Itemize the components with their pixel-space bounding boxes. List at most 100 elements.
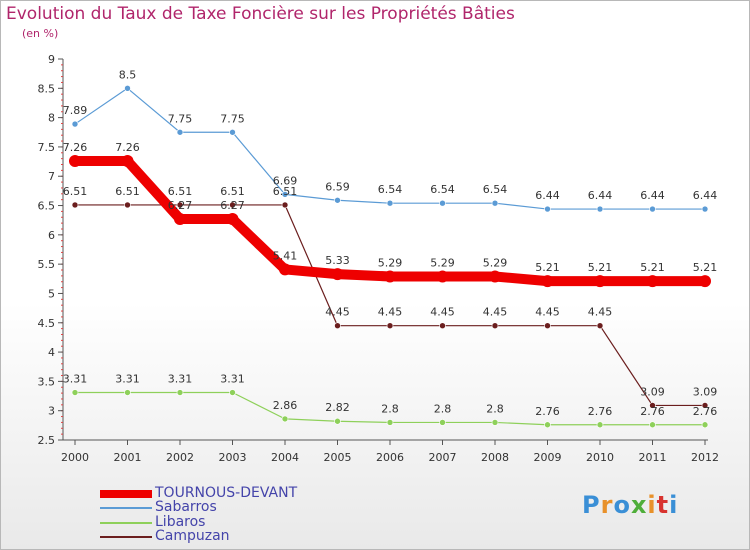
data-point bbox=[596, 421, 604, 429]
data-label: 8.5 bbox=[119, 68, 137, 81]
data-point bbox=[596, 205, 604, 213]
data-label: 7.26 bbox=[63, 141, 88, 154]
data-point bbox=[334, 196, 341, 204]
data-point bbox=[701, 421, 709, 429]
y-tick-label: 8 bbox=[48, 112, 55, 125]
legend-label-tournous-devant: TOURNOUS-DEVANT bbox=[155, 485, 298, 501]
data-point bbox=[229, 201, 236, 209]
legend-swatch-libaros bbox=[100, 522, 152, 524]
proxiti-logo: Proxiti bbox=[582, 491, 678, 519]
data-point bbox=[541, 275, 554, 288]
data-label: 4.45 bbox=[430, 306, 455, 319]
data-point bbox=[386, 419, 394, 426]
x-tick-label: 2001 bbox=[114, 451, 142, 464]
y-tick-label: 6 bbox=[48, 229, 55, 242]
data-label: 7.75 bbox=[220, 112, 245, 125]
data-label: 6.59 bbox=[325, 180, 350, 193]
data-label: 5.21 bbox=[693, 261, 718, 274]
data-point bbox=[124, 389, 131, 396]
x-tick-label: 2010 bbox=[586, 451, 614, 464]
y-tick-label: 4.5 bbox=[38, 317, 56, 330]
data-label: 4.45 bbox=[588, 306, 613, 319]
y-tick-label: 6.5 bbox=[38, 200, 56, 213]
data-point bbox=[544, 322, 551, 330]
data-label: 6.44 bbox=[693, 189, 718, 202]
data-label: 5.29 bbox=[483, 256, 508, 269]
data-point bbox=[124, 201, 131, 209]
data-label: 5.21 bbox=[535, 261, 560, 274]
logo-letter: x bbox=[630, 491, 648, 519]
data-label: 2.8 bbox=[486, 402, 504, 415]
data-label: 3.31 bbox=[63, 373, 88, 386]
data-point bbox=[439, 322, 446, 330]
data-label: 6.44 bbox=[588, 189, 613, 202]
data-point bbox=[229, 389, 236, 396]
data-point bbox=[121, 154, 134, 167]
y-tick-label: 5.5 bbox=[38, 258, 56, 271]
x-tick-label: 2009 bbox=[534, 451, 562, 464]
x-tick-label: 2004 bbox=[271, 451, 299, 464]
data-label: 6.51 bbox=[115, 185, 140, 198]
data-label: 6.51 bbox=[63, 185, 88, 198]
legend-swatch-tournous-devant bbox=[100, 490, 152, 498]
data-label: 3.31 bbox=[220, 373, 245, 386]
data-point bbox=[386, 322, 394, 330]
data-label: 4.45 bbox=[325, 306, 350, 319]
data-label: 2.76 bbox=[535, 405, 560, 418]
data-point bbox=[491, 199, 499, 207]
data-label: 7.89 bbox=[63, 104, 88, 117]
y-tick-label: 5 bbox=[48, 287, 55, 300]
x-tick-label: 2000 bbox=[61, 451, 89, 464]
data-label: 2.76 bbox=[588, 405, 613, 418]
data-point bbox=[229, 128, 236, 136]
data-point bbox=[491, 419, 499, 426]
data-point bbox=[489, 270, 501, 283]
y-tick-label: 9 bbox=[48, 53, 55, 66]
data-point bbox=[439, 199, 446, 207]
data-point bbox=[436, 270, 449, 283]
data-point bbox=[646, 275, 659, 288]
data-label: 7.26 bbox=[115, 141, 140, 154]
data-point bbox=[334, 322, 341, 330]
data-label: 5.29 bbox=[378, 256, 403, 269]
data-label: 6.44 bbox=[535, 189, 560, 202]
data-label: 5.29 bbox=[430, 256, 455, 269]
data-point bbox=[544, 205, 551, 213]
data-label: 4.45 bbox=[535, 306, 560, 319]
y-tick-label: 8.5 bbox=[38, 82, 56, 95]
data-point bbox=[386, 199, 394, 207]
x-tick-label: 2002 bbox=[166, 451, 194, 464]
data-point bbox=[69, 154, 81, 167]
data-point bbox=[649, 402, 656, 409]
data-label: 2.76 bbox=[693, 405, 718, 418]
data-point bbox=[699, 275, 711, 288]
data-label: 6.27 bbox=[220, 199, 245, 212]
data-point bbox=[279, 263, 291, 276]
legend-label-libaros: Libaros bbox=[155, 514, 206, 530]
y-tick-label: 4 bbox=[48, 346, 55, 359]
data-label: 6.51 bbox=[168, 185, 193, 198]
data-label: 4.45 bbox=[483, 306, 508, 319]
x-tick-label: 2012 bbox=[691, 451, 719, 464]
data-label: 3.09 bbox=[640, 385, 665, 398]
data-label: 6.27 bbox=[168, 199, 193, 212]
data-label: 6.54 bbox=[378, 183, 403, 196]
data-label: 2.76 bbox=[640, 405, 665, 418]
data-point bbox=[176, 389, 184, 396]
x-tick-label: 2007 bbox=[429, 451, 457, 464]
x-tick-label: 2006 bbox=[376, 451, 404, 464]
data-point bbox=[544, 421, 551, 429]
logo-letter: o bbox=[613, 491, 631, 519]
data-label: 3.09 bbox=[693, 385, 718, 398]
legend-label-campuzan: Campuzan bbox=[155, 528, 230, 544]
x-tick-label: 2005 bbox=[324, 451, 352, 464]
data-label: 6.69 bbox=[273, 174, 298, 187]
y-tick-label: 2.5 bbox=[38, 434, 56, 447]
data-point bbox=[71, 120, 79, 128]
y-tick-label: 3 bbox=[48, 405, 55, 418]
data-point bbox=[491, 322, 499, 330]
data-point bbox=[71, 389, 79, 396]
chart-title: Evolution du Taux de Taxe Foncière sur l… bbox=[6, 4, 515, 24]
data-label: 4.45 bbox=[378, 306, 403, 319]
